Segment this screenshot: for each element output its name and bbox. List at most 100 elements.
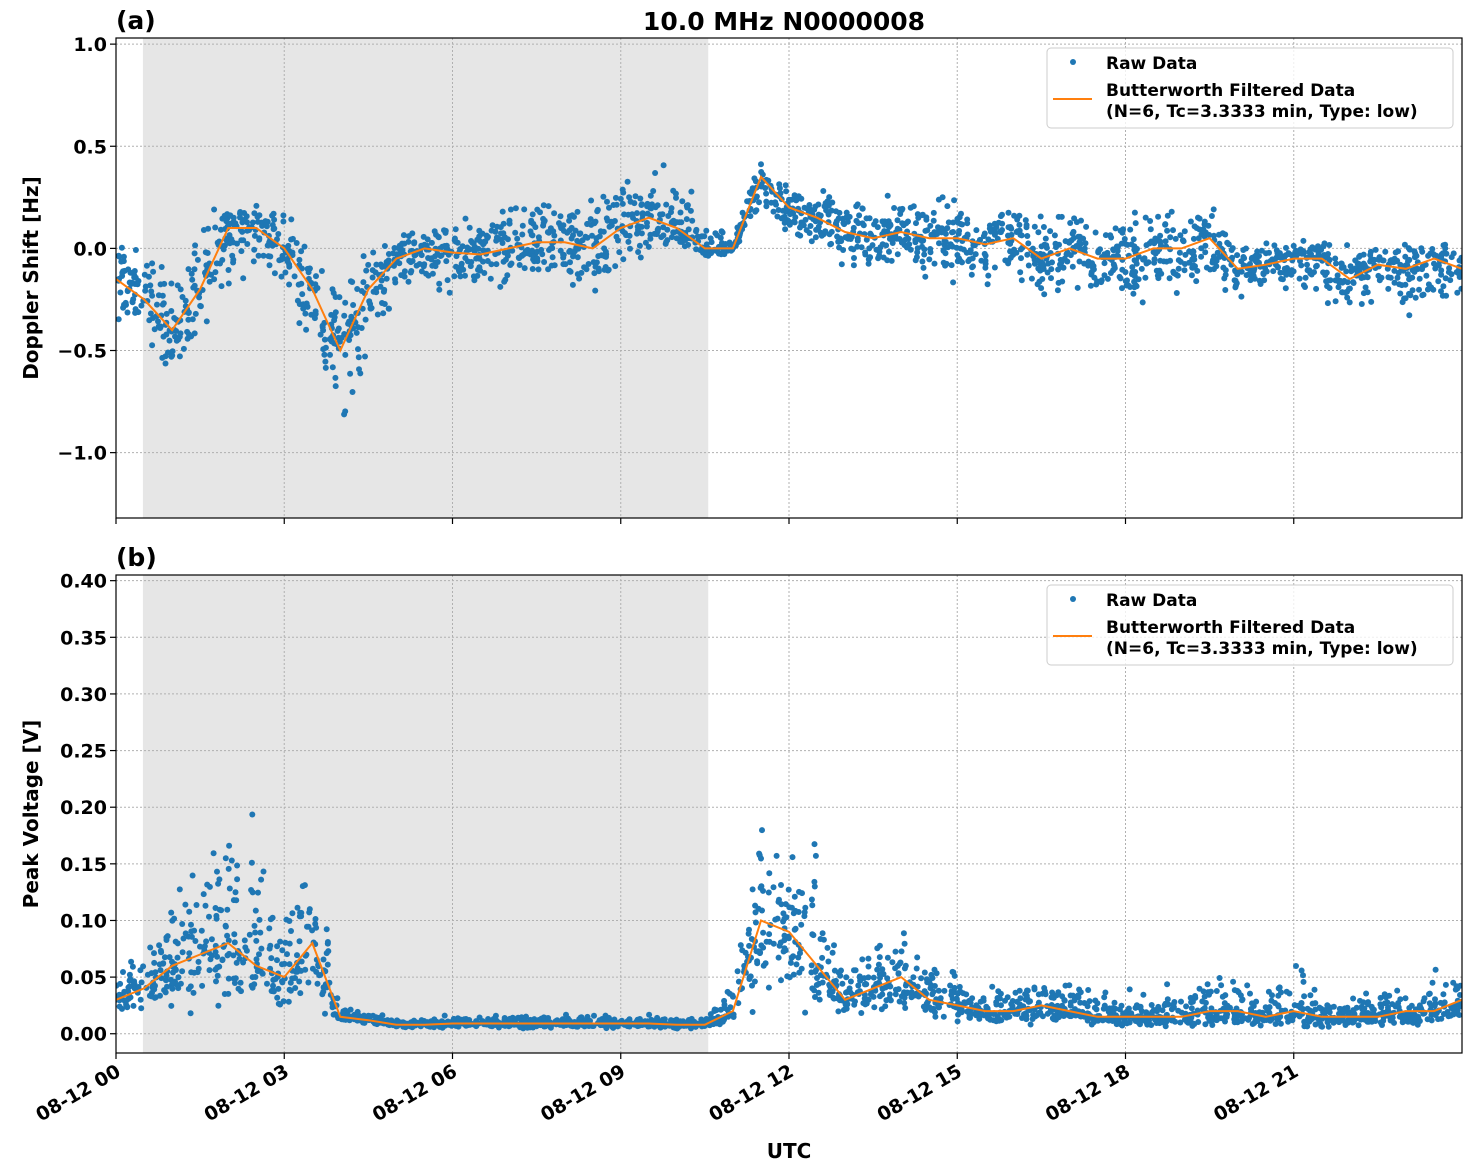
raw-data-point	[1405, 245, 1412, 252]
y-tick-label: 0.00	[60, 1024, 107, 1046]
raw-data-point	[1439, 292, 1446, 299]
raw-data-point	[871, 1004, 878, 1011]
raw-data-point	[1128, 241, 1135, 248]
raw-data-point	[660, 232, 667, 239]
raw-data-point	[1194, 1007, 1201, 1014]
raw-data-point	[908, 994, 915, 1001]
raw-data-point	[894, 217, 901, 224]
raw-data-point	[189, 276, 196, 283]
raw-data-point	[1191, 223, 1198, 230]
raw-data-point	[943, 260, 950, 267]
raw-data-point	[321, 351, 328, 358]
raw-data-point	[996, 995, 1003, 1002]
raw-data-point	[889, 240, 896, 246]
raw-data-point	[488, 227, 495, 234]
x-axis-label: UTC	[767, 1139, 812, 1163]
raw-data-point	[187, 1010, 194, 1017]
raw-data-point	[436, 280, 443, 287]
x-tick-label: 08-12 03	[200, 1060, 292, 1126]
raw-data-point	[179, 294, 186, 300]
raw-data-point	[1023, 222, 1030, 228]
raw-data-point	[1385, 274, 1392, 281]
raw-data-point	[703, 227, 710, 234]
raw-data-point	[575, 245, 582, 252]
raw-data-point	[919, 258, 926, 265]
raw-data-point	[1324, 1002, 1331, 1009]
raw-data-point	[421, 241, 428, 248]
raw-data-point	[197, 943, 203, 950]
raw-data-point	[1397, 290, 1404, 297]
raw-data-point	[1278, 1007, 1285, 1014]
raw-data-point	[1420, 291, 1427, 298]
raw-data-point	[753, 207, 760, 214]
raw-data-point	[798, 965, 805, 972]
raw-data-point	[913, 220, 919, 227]
raw-data-point	[302, 310, 309, 317]
raw-data-point	[534, 258, 541, 265]
raw-data-point	[677, 238, 684, 245]
raw-data-point	[182, 930, 189, 937]
raw-data-point	[195, 958, 202, 965]
raw-data-point	[1306, 267, 1313, 274]
raw-data-point	[936, 240, 942, 247]
raw-data-point	[381, 301, 388, 307]
raw-data-point	[280, 212, 287, 219]
raw-data-point	[399, 247, 406, 254]
raw-data-point	[838, 261, 845, 268]
raw-data-point	[1148, 1002, 1155, 1008]
raw-data-point	[1170, 227, 1176, 234]
raw-data-point	[836, 209, 843, 216]
raw-data-point	[169, 917, 176, 924]
raw-data-point	[1440, 991, 1447, 998]
raw-data-point	[1017, 269, 1024, 276]
raw-data-point	[1027, 1021, 1034, 1028]
raw-data-point	[609, 1023, 616, 1030]
chart-title: 10.0 MHz N0000008	[643, 7, 925, 36]
raw-data-point	[299, 883, 306, 890]
raw-data-point	[930, 209, 937, 216]
raw-data-point	[623, 232, 630, 239]
raw-data-point	[527, 1024, 533, 1031]
raw-data-point	[1237, 992, 1244, 999]
raw-data-point	[794, 196, 801, 202]
raw-data-point	[935, 1003, 942, 1010]
raw-data-point	[138, 1005, 145, 1012]
raw-data-point	[901, 1000, 908, 1006]
raw-data-point	[289, 910, 296, 917]
raw-data-point	[159, 354, 166, 361]
raw-data-point	[865, 996, 872, 1003]
raw-data-point	[964, 216, 971, 223]
raw-data-point	[654, 1014, 661, 1021]
raw-data-point	[746, 942, 753, 949]
raw-data-point	[860, 222, 867, 229]
raw-data-point	[896, 998, 903, 1005]
raw-data-point	[1412, 294, 1419, 301]
raw-data-point	[1364, 1001, 1371, 1008]
raw-data-point	[319, 322, 326, 329]
raw-data-point	[484, 235, 491, 241]
raw-data-point	[1311, 986, 1318, 993]
raw-data-point	[214, 953, 221, 960]
raw-data-point	[707, 235, 714, 242]
raw-data-point	[592, 263, 599, 270]
raw-data-point	[1121, 236, 1128, 242]
raw-data-point	[452, 226, 459, 233]
raw-data-point	[1382, 248, 1389, 255]
raw-data-point	[286, 918, 293, 924]
raw-data-point	[1191, 1021, 1198, 1027]
raw-data-point	[900, 930, 907, 937]
raw-data-point	[851, 967, 857, 974]
raw-data-point	[366, 1013, 373, 1019]
raw-data-point	[1269, 992, 1275, 999]
raw-data-point	[587, 216, 594, 223]
raw-data-point	[234, 862, 241, 869]
raw-data-point	[1132, 281, 1139, 288]
raw-data-point	[585, 261, 592, 267]
raw-data-point	[1360, 290, 1367, 297]
raw-data-point	[1207, 266, 1214, 273]
raw-data-point	[149, 342, 156, 349]
raw-data-point	[529, 211, 536, 218]
raw-data-point	[169, 348, 176, 355]
raw-data-point	[360, 253, 367, 260]
raw-data-point	[815, 223, 822, 230]
